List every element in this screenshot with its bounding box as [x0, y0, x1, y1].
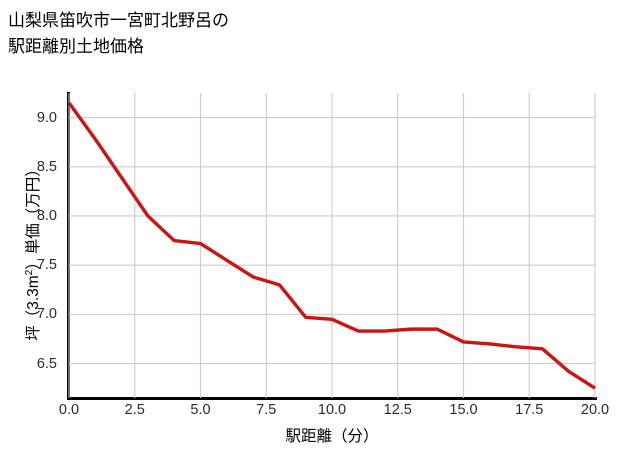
x-tick-label: 7.5	[256, 402, 277, 418]
x-tick-label: 15.0	[449, 402, 478, 418]
data-line	[67, 101, 596, 390]
y-axis-label-tail: ）単価（万円）	[25, 161, 42, 270]
x-tick-label: 17.5	[515, 402, 544, 418]
y-tick-label-text: 9.0	[36, 109, 57, 126]
y-tick-label-text: 7.0	[36, 306, 57, 323]
x-tick-label: 2.5	[124, 402, 145, 418]
y-axis-label-superscript: 2	[23, 269, 35, 276]
x-axis-spine	[67, 397, 597, 400]
x-tick-label: 12.5	[383, 402, 412, 418]
x-axis-label: 駅距離（分）	[285, 428, 379, 445]
y-tick-label-text: 6.5	[36, 355, 57, 372]
gridlines	[68, 93, 596, 398]
data-series-group	[67, 101, 596, 390]
x-tick-label: 5.0	[190, 402, 211, 418]
chart-title: 山梨県笛吹市一宮町北野呂の 駅距離別土地価格	[8, 11, 229, 56]
y-axis-spine	[67, 92, 70, 400]
y-axis-label-main: 坪（3.3m	[25, 275, 42, 341]
x-tick-label: 0.0	[58, 402, 80, 418]
x-tick-label: 20.0	[580, 402, 610, 418]
y-axis-label: 坪（3.3m2）単価（万円）	[21, 101, 43, 401]
x-tick-label: 10.0	[317, 402, 347, 418]
y-tick-label-text: 8.5	[36, 158, 57, 175]
y-tick-label-text: 8.0	[36, 207, 57, 224]
y-tick-label-text: 7.5	[36, 257, 57, 274]
